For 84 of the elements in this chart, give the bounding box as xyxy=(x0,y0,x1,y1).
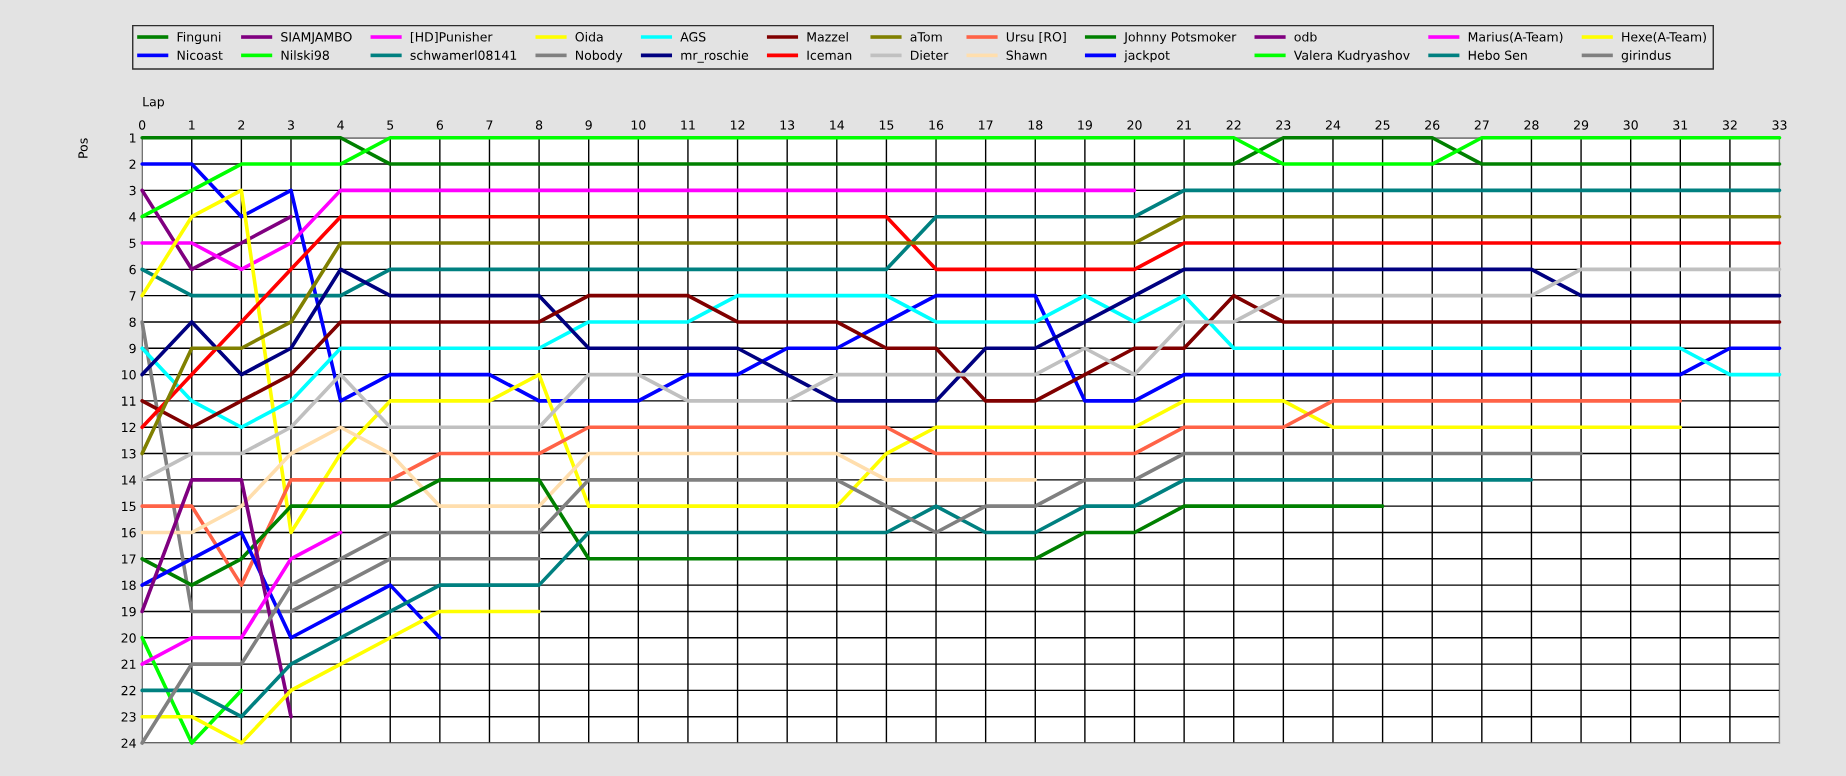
x-tick-label: 24 xyxy=(1325,120,1341,130)
y-tick-label: 5 xyxy=(129,238,136,248)
legend-label: Mazzel xyxy=(807,31,848,42)
x-tick-label: 18 xyxy=(1028,120,1043,130)
y-tick-label: 4 xyxy=(129,212,136,222)
y-tick-label: 9 xyxy=(129,343,136,354)
legend-label: Dieter xyxy=(910,50,949,60)
legend-label: Ursu [RO] xyxy=(1006,31,1066,44)
legend-label: Shawn xyxy=(1006,50,1047,60)
x-tick-label: 6 xyxy=(436,120,444,130)
x-tick-label: 31 xyxy=(1673,120,1688,130)
y-tick-label: 1 xyxy=(130,133,136,143)
x-tick-label: 32 xyxy=(1722,120,1737,130)
y-axis-title: Pos xyxy=(78,138,88,158)
legend-label: SIAMJAMBO xyxy=(281,32,352,44)
x-tick-label: 20 xyxy=(1127,120,1142,130)
y-tick-label: 12 xyxy=(122,422,136,432)
x-tick-label: 29 xyxy=(1574,120,1589,130)
legend-label: Valera Kudryashov xyxy=(1293,50,1410,63)
x-tick-label: 10 xyxy=(631,120,646,130)
x-tick-label: 17 xyxy=(979,120,993,130)
legend-label: Iceman xyxy=(807,50,852,60)
legend-label: schwamerl08141 xyxy=(410,50,517,60)
x-tick-label: 13 xyxy=(780,120,795,130)
y-tick-label: 3 xyxy=(129,185,136,196)
y-tick-label: 18 xyxy=(122,580,136,591)
y-tick-label: 15 xyxy=(122,501,136,512)
x-tick-label: 4 xyxy=(337,120,344,130)
legend-label: Oida xyxy=(575,31,603,42)
y-tick-label: 7 xyxy=(129,291,136,301)
y-tick-label: 2 xyxy=(129,159,136,169)
x-tick-label: 7 xyxy=(486,120,493,130)
x-tick-label: 27 xyxy=(1474,120,1489,130)
legend-label: Nobody xyxy=(576,50,623,63)
y-tick-label: 24 xyxy=(121,738,136,748)
legend-label: [HD]Punisher xyxy=(410,31,493,44)
legend-label: mr_roschie xyxy=(681,50,749,63)
x-tick-label: 15 xyxy=(879,120,894,130)
x-tick-label: 2 xyxy=(238,120,245,130)
x-tick-label: 1 xyxy=(189,120,195,130)
x-tick-label: 26 xyxy=(1425,120,1440,130)
x-tick-label: 12 xyxy=(730,120,745,130)
x-tick-label: 33 xyxy=(1772,120,1787,130)
legend-label: Nicoast xyxy=(177,50,223,60)
x-tick-label: 23 xyxy=(1276,120,1291,130)
y-tick-label: 14 xyxy=(122,475,136,485)
y-tick-label: 20 xyxy=(121,633,136,643)
x-tick-label: 25 xyxy=(1375,120,1390,130)
legend-label: jackpot xyxy=(1124,50,1170,63)
legend-label: odb xyxy=(1294,31,1317,42)
x-tick-label: 9 xyxy=(585,120,592,130)
legend-label: Nilski98 xyxy=(281,50,329,60)
y-tick-label: 22 xyxy=(121,685,136,696)
legend-label: Marius(A-Team) xyxy=(1468,31,1563,44)
x-tick-label: 3 xyxy=(287,120,294,130)
x-tick-label: 28 xyxy=(1524,120,1539,130)
y-tick-label: 10 xyxy=(122,370,136,380)
y-tick-label: 8 xyxy=(129,317,136,327)
x-tick-label: 16 xyxy=(929,120,944,130)
x-tick-label: 0 xyxy=(138,120,146,130)
y-tick-label: 19 xyxy=(122,606,136,617)
x-tick-label: 11 xyxy=(681,120,695,130)
legend-label: aTom xyxy=(910,32,942,42)
y-tick-label: 16 xyxy=(122,527,136,538)
y-tick-label: 23 xyxy=(121,712,136,722)
legend-label: Hebo Sen xyxy=(1468,50,1527,60)
legend-label: girindus xyxy=(1621,50,1671,63)
x-tick-label: 8 xyxy=(535,120,543,130)
legend-label: Finguni xyxy=(177,31,221,44)
x-tick-label: 30 xyxy=(1623,120,1638,130)
x-axis-title: Lap xyxy=(143,97,165,109)
x-tick-label: 5 xyxy=(387,120,394,130)
x-tick-label: 19 xyxy=(1078,120,1092,130)
x-tick-label: 14 xyxy=(830,120,845,130)
x-tick-label: 21 xyxy=(1177,120,1191,130)
legend-label: AGS xyxy=(680,32,706,42)
y-tick-label: 13 xyxy=(122,449,136,459)
legend-label: Johnny Potsmoker xyxy=(1123,31,1237,44)
y-tick-label: 21 xyxy=(121,659,136,669)
y-tick-label: 17 xyxy=(122,554,136,564)
legend-label: Hexe(A-Team) xyxy=(1622,31,1706,44)
y-tick-label: 11 xyxy=(122,396,136,406)
y-tick-label: 6 xyxy=(129,264,136,275)
x-tick-label: 22 xyxy=(1226,120,1241,130)
